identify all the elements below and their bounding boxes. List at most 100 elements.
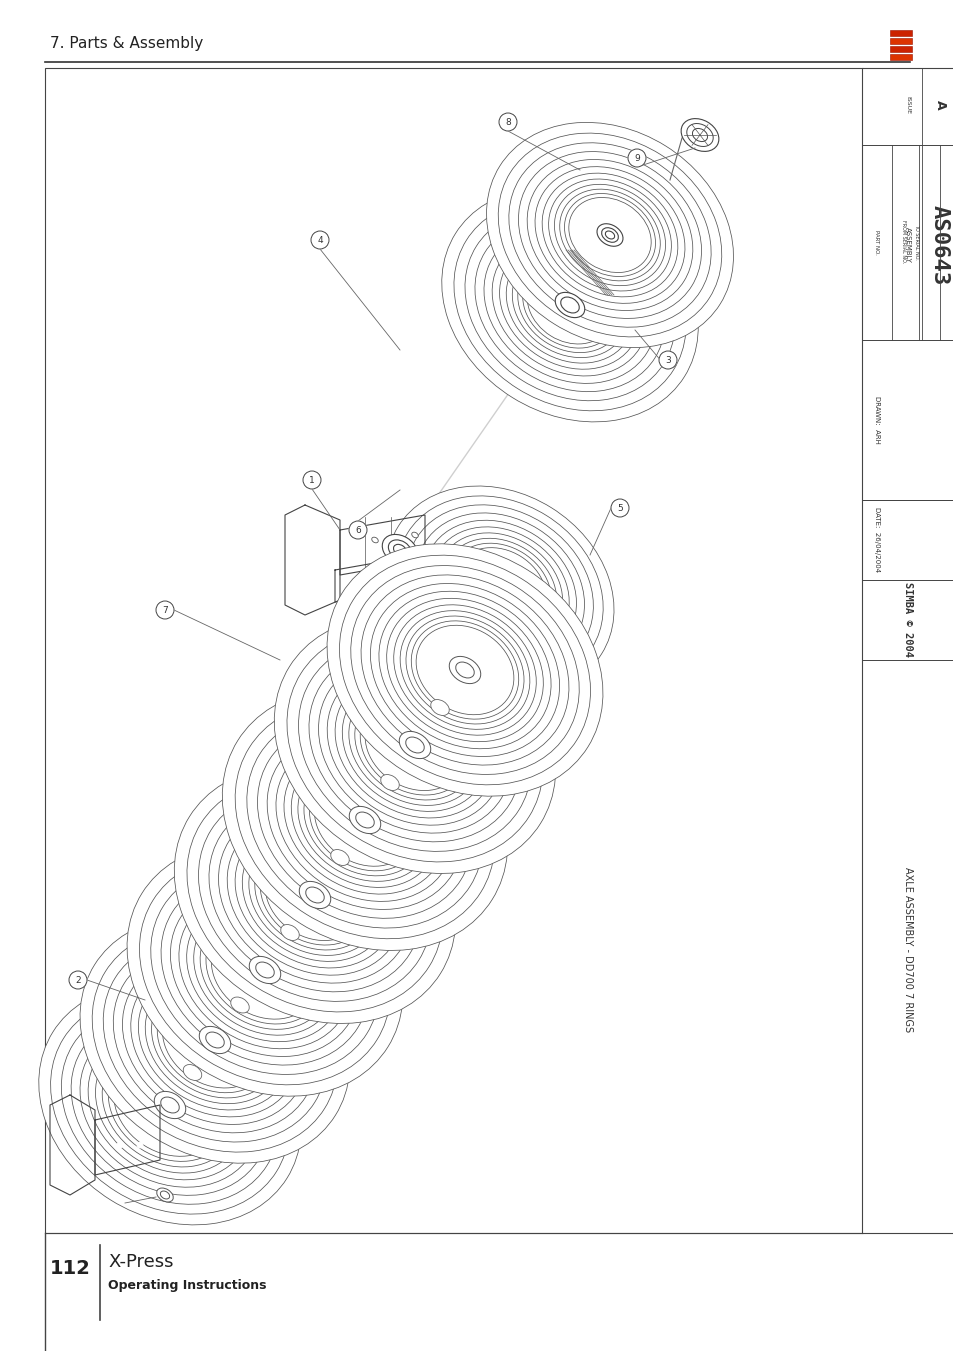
- Circle shape: [498, 113, 517, 131]
- Text: AXLE ASSEMBLY - DD700 7 RINGS: AXLE ASSEMBLY - DD700 7 RINGS: [902, 867, 912, 1032]
- Ellipse shape: [686, 123, 713, 146]
- Ellipse shape: [275, 739, 454, 901]
- Ellipse shape: [360, 576, 568, 765]
- Ellipse shape: [499, 240, 639, 369]
- Ellipse shape: [309, 769, 420, 871]
- Circle shape: [117, 1142, 123, 1148]
- Ellipse shape: [162, 992, 267, 1088]
- Ellipse shape: [512, 253, 627, 358]
- Ellipse shape: [198, 789, 431, 1001]
- Circle shape: [349, 521, 367, 539]
- Ellipse shape: [431, 700, 449, 716]
- Text: FROM SERIAL NO.: FROM SERIAL NO.: [901, 220, 905, 263]
- Ellipse shape: [151, 866, 379, 1074]
- Ellipse shape: [386, 598, 543, 742]
- Ellipse shape: [541, 173, 678, 297]
- Ellipse shape: [88, 1031, 252, 1179]
- Ellipse shape: [406, 616, 523, 724]
- Ellipse shape: [280, 924, 299, 940]
- Ellipse shape: [95, 1038, 244, 1173]
- Ellipse shape: [249, 957, 280, 984]
- Ellipse shape: [160, 1097, 179, 1113]
- Bar: [45, 68, 862, 1233]
- Ellipse shape: [208, 1034, 221, 1046]
- Ellipse shape: [163, 1098, 176, 1111]
- Ellipse shape: [382, 535, 417, 566]
- Ellipse shape: [231, 997, 249, 1013]
- Ellipse shape: [138, 970, 292, 1111]
- Ellipse shape: [160, 1192, 170, 1198]
- Ellipse shape: [398, 731, 431, 759]
- Ellipse shape: [254, 840, 375, 950]
- Ellipse shape: [396, 496, 602, 684]
- Ellipse shape: [408, 739, 421, 751]
- Ellipse shape: [559, 189, 659, 281]
- Ellipse shape: [218, 807, 411, 984]
- Ellipse shape: [249, 835, 381, 955]
- Ellipse shape: [258, 963, 272, 977]
- Ellipse shape: [342, 678, 487, 812]
- Ellipse shape: [492, 234, 647, 376]
- Ellipse shape: [154, 1092, 186, 1119]
- Ellipse shape: [274, 616, 555, 874]
- Ellipse shape: [109, 1048, 232, 1162]
- Ellipse shape: [372, 538, 377, 543]
- Ellipse shape: [255, 962, 274, 978]
- Ellipse shape: [308, 889, 322, 901]
- Text: 2: 2: [75, 975, 81, 985]
- Ellipse shape: [242, 828, 387, 962]
- Ellipse shape: [453, 547, 546, 632]
- Ellipse shape: [443, 538, 557, 642]
- Ellipse shape: [156, 1188, 173, 1202]
- Text: 4: 4: [316, 236, 322, 245]
- Ellipse shape: [603, 230, 616, 240]
- Ellipse shape: [483, 227, 656, 384]
- Ellipse shape: [388, 540, 411, 561]
- Ellipse shape: [113, 947, 316, 1133]
- Circle shape: [156, 601, 173, 619]
- Ellipse shape: [187, 898, 343, 1042]
- Text: 112: 112: [50, 1259, 91, 1278]
- Ellipse shape: [380, 774, 399, 790]
- Ellipse shape: [597, 224, 622, 246]
- Ellipse shape: [378, 592, 551, 748]
- Ellipse shape: [548, 180, 671, 290]
- Ellipse shape: [200, 911, 330, 1029]
- Ellipse shape: [61, 1005, 278, 1204]
- Ellipse shape: [265, 850, 364, 940]
- Ellipse shape: [355, 690, 475, 800]
- Ellipse shape: [234, 821, 395, 967]
- Ellipse shape: [506, 247, 633, 363]
- Ellipse shape: [448, 543, 551, 636]
- Ellipse shape: [152, 982, 278, 1098]
- Ellipse shape: [527, 159, 692, 311]
- Ellipse shape: [351, 566, 578, 774]
- Ellipse shape: [206, 1032, 224, 1048]
- Text: PART NO.: PART NO.: [874, 230, 879, 254]
- Ellipse shape: [452, 659, 476, 681]
- Ellipse shape: [449, 657, 480, 684]
- Ellipse shape: [527, 266, 612, 345]
- Circle shape: [137, 1142, 143, 1148]
- Ellipse shape: [335, 671, 495, 817]
- Ellipse shape: [423, 520, 576, 659]
- Ellipse shape: [211, 921, 318, 1019]
- Ellipse shape: [103, 938, 327, 1142]
- Ellipse shape: [51, 996, 289, 1215]
- Ellipse shape: [299, 881, 331, 909]
- Ellipse shape: [441, 188, 698, 422]
- Ellipse shape: [92, 928, 337, 1152]
- Ellipse shape: [260, 844, 370, 946]
- Ellipse shape: [456, 662, 474, 678]
- Text: 5: 5: [617, 504, 622, 513]
- Ellipse shape: [393, 544, 406, 555]
- Text: 7. Parts & Assembly: 7. Parts & Assembly: [50, 36, 203, 51]
- Text: TO SERIAL NO.: TO SERIAL NO.: [914, 224, 919, 259]
- Ellipse shape: [161, 875, 369, 1065]
- Circle shape: [303, 471, 320, 489]
- Ellipse shape: [71, 1015, 269, 1196]
- Text: DRAWN:  ARH: DRAWN: ARH: [873, 396, 879, 444]
- Ellipse shape: [331, 850, 349, 866]
- Ellipse shape: [297, 759, 432, 881]
- Ellipse shape: [127, 844, 402, 1096]
